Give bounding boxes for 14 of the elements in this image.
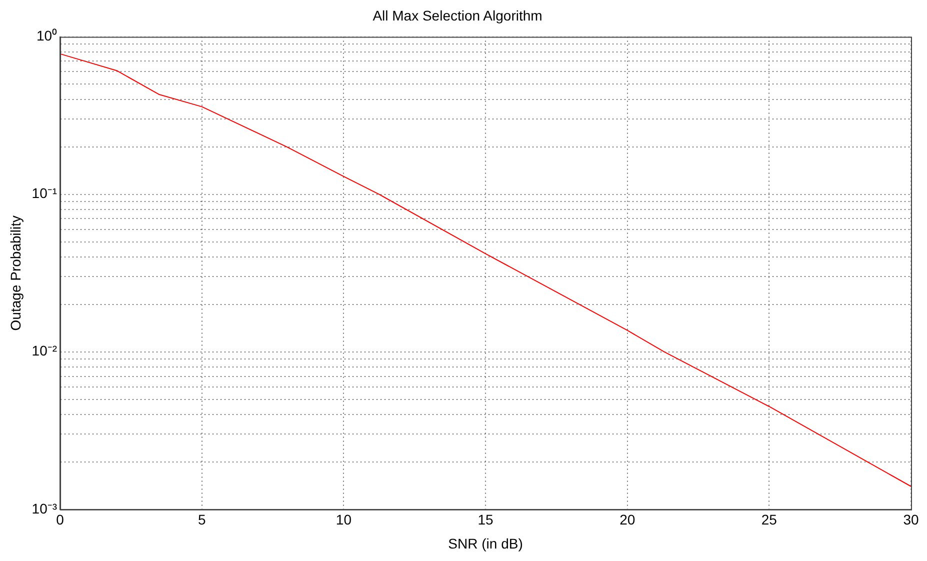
x-tick-label: 5 <box>198 512 206 528</box>
x-tick-label: 0 <box>56 512 64 528</box>
y-tick-label: 10⁰ <box>36 28 58 44</box>
y-tick-label: 10⁻³ <box>32 500 58 516</box>
x-tick-label: 15 <box>478 512 494 528</box>
y-axis-title: Outage Probability <box>7 216 24 331</box>
x-tick-label: 10 <box>336 512 352 528</box>
y-tick-label: 10⁻² <box>32 342 58 359</box>
x-tick-label: 25 <box>761 512 778 528</box>
x-tick-label: 20 <box>620 512 636 528</box>
x-axis-title: SNR (in dB) <box>448 535 523 552</box>
x-tick-label: 30 <box>903 512 919 528</box>
chart-title: All Max Selection Algorithm <box>372 7 542 24</box>
y-tick-label: 10⁻¹ <box>32 185 58 202</box>
